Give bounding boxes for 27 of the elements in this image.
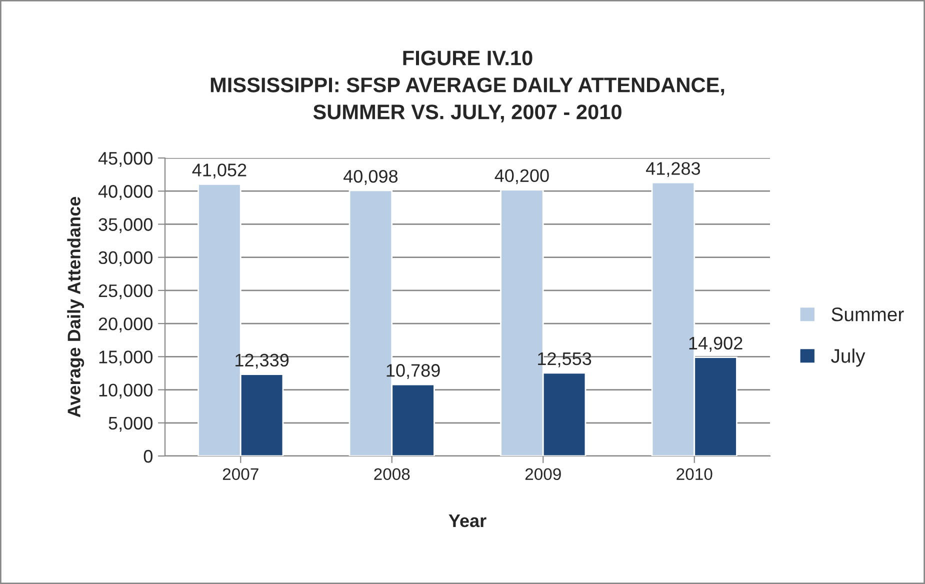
y-tick-label: 5,000: [108, 416, 152, 432]
data-label: 12,553: [538, 352, 592, 368]
data-label: 41,283: [646, 162, 700, 178]
legend-label: July: [831, 348, 866, 367]
data-label: 40,200: [494, 169, 549, 184]
y-tick-label: 30,000: [98, 251, 152, 266]
x-tick-label: 2010: [676, 468, 712, 480]
y-tick-label: 35,000: [98, 218, 152, 234]
x-tick-label: 2009: [525, 468, 561, 480]
y-axis-title: Average Daily Attendance: [67, 196, 84, 418]
y-tick-label: 45,000: [98, 152, 152, 167]
y-tick-label: 10,000: [99, 384, 152, 399]
data-label: 40,098: [344, 170, 398, 185]
data-label: 14,902: [689, 336, 742, 352]
y-tick-label: 15,000: [99, 350, 152, 366]
data-label: 10,789: [386, 364, 440, 379]
chart-title: FIGURE IV.10 MISSISSIPPI: SFSP AVERAGE DAILY ATTENDANCE, SUMMER VS. JULY, 2007 - 2010: [210, 50, 724, 122]
data-label: 41,052: [192, 164, 246, 179]
y-tick-label: 40,000: [98, 185, 152, 200]
data-label: 12,339: [236, 354, 289, 369]
x-tick-label: 2008: [374, 468, 410, 480]
x-axis-title: Year: [448, 514, 486, 528]
x-tick-label: 2007: [222, 468, 258, 480]
y-tick-label: 20,000: [98, 317, 152, 332]
y-tick-label: 0: [144, 450, 152, 463]
legend-label: Summer: [832, 308, 904, 322]
y-tick-label: 25,000: [98, 284, 152, 300]
